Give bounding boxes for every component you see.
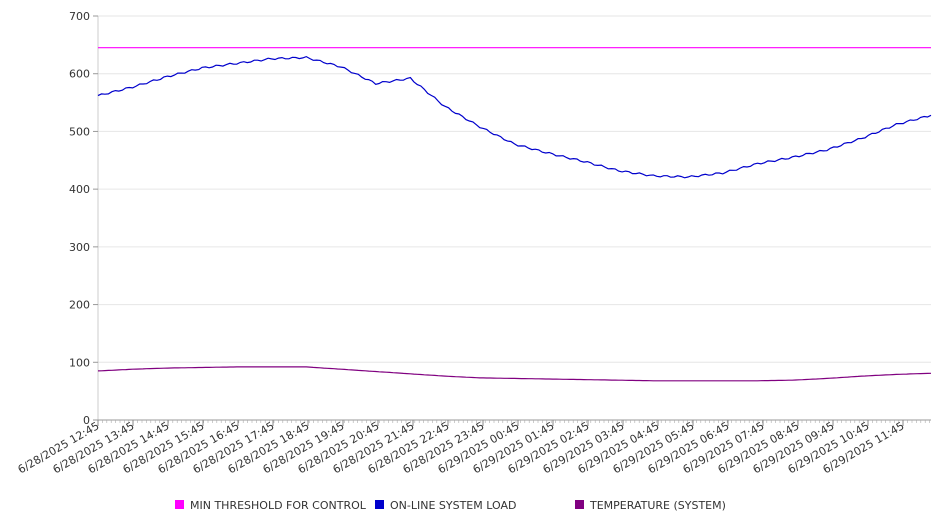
axes — [97, 16, 931, 421]
legend-swatch-2 — [375, 500, 384, 509]
legend: MIN THRESHOLD FOR CONTROL ON-LINE SYSTEM … — [175, 499, 726, 512]
grid-lines — [98, 15, 931, 363]
series-lines — [97, 47, 932, 382]
y-tick-label: 700 — [69, 10, 90, 23]
series-line-3 — [97, 366, 932, 382]
y-tick-label: 500 — [69, 125, 90, 138]
y-tick-label: 100 — [69, 356, 90, 369]
y-axis-ticks: 0 100 200 300 400 500 600 700 — [69, 10, 98, 427]
y-tick-label: 0 — [83, 414, 90, 427]
y-tick-label: 200 — [69, 299, 90, 312]
legend-swatch-3 — [575, 500, 584, 509]
y-tick-label: 400 — [69, 183, 90, 196]
legend-swatch-1 — [175, 500, 184, 509]
x-axis-ticks: 6/28/2025 12:456/28/2025 13:456/28/2025 … — [16, 419, 930, 476]
legend-label-1: MIN THRESHOLD FOR CONTROL — [190, 499, 367, 512]
y-tick-label: 600 — [69, 68, 90, 81]
y-tick-label: 300 — [69, 241, 90, 254]
legend-label-3: TEMPERATURE (SYSTEM) — [589, 499, 726, 512]
legend-label-2: ON-LINE SYSTEM LOAD — [390, 499, 516, 512]
series-line-2 — [97, 55, 932, 179]
